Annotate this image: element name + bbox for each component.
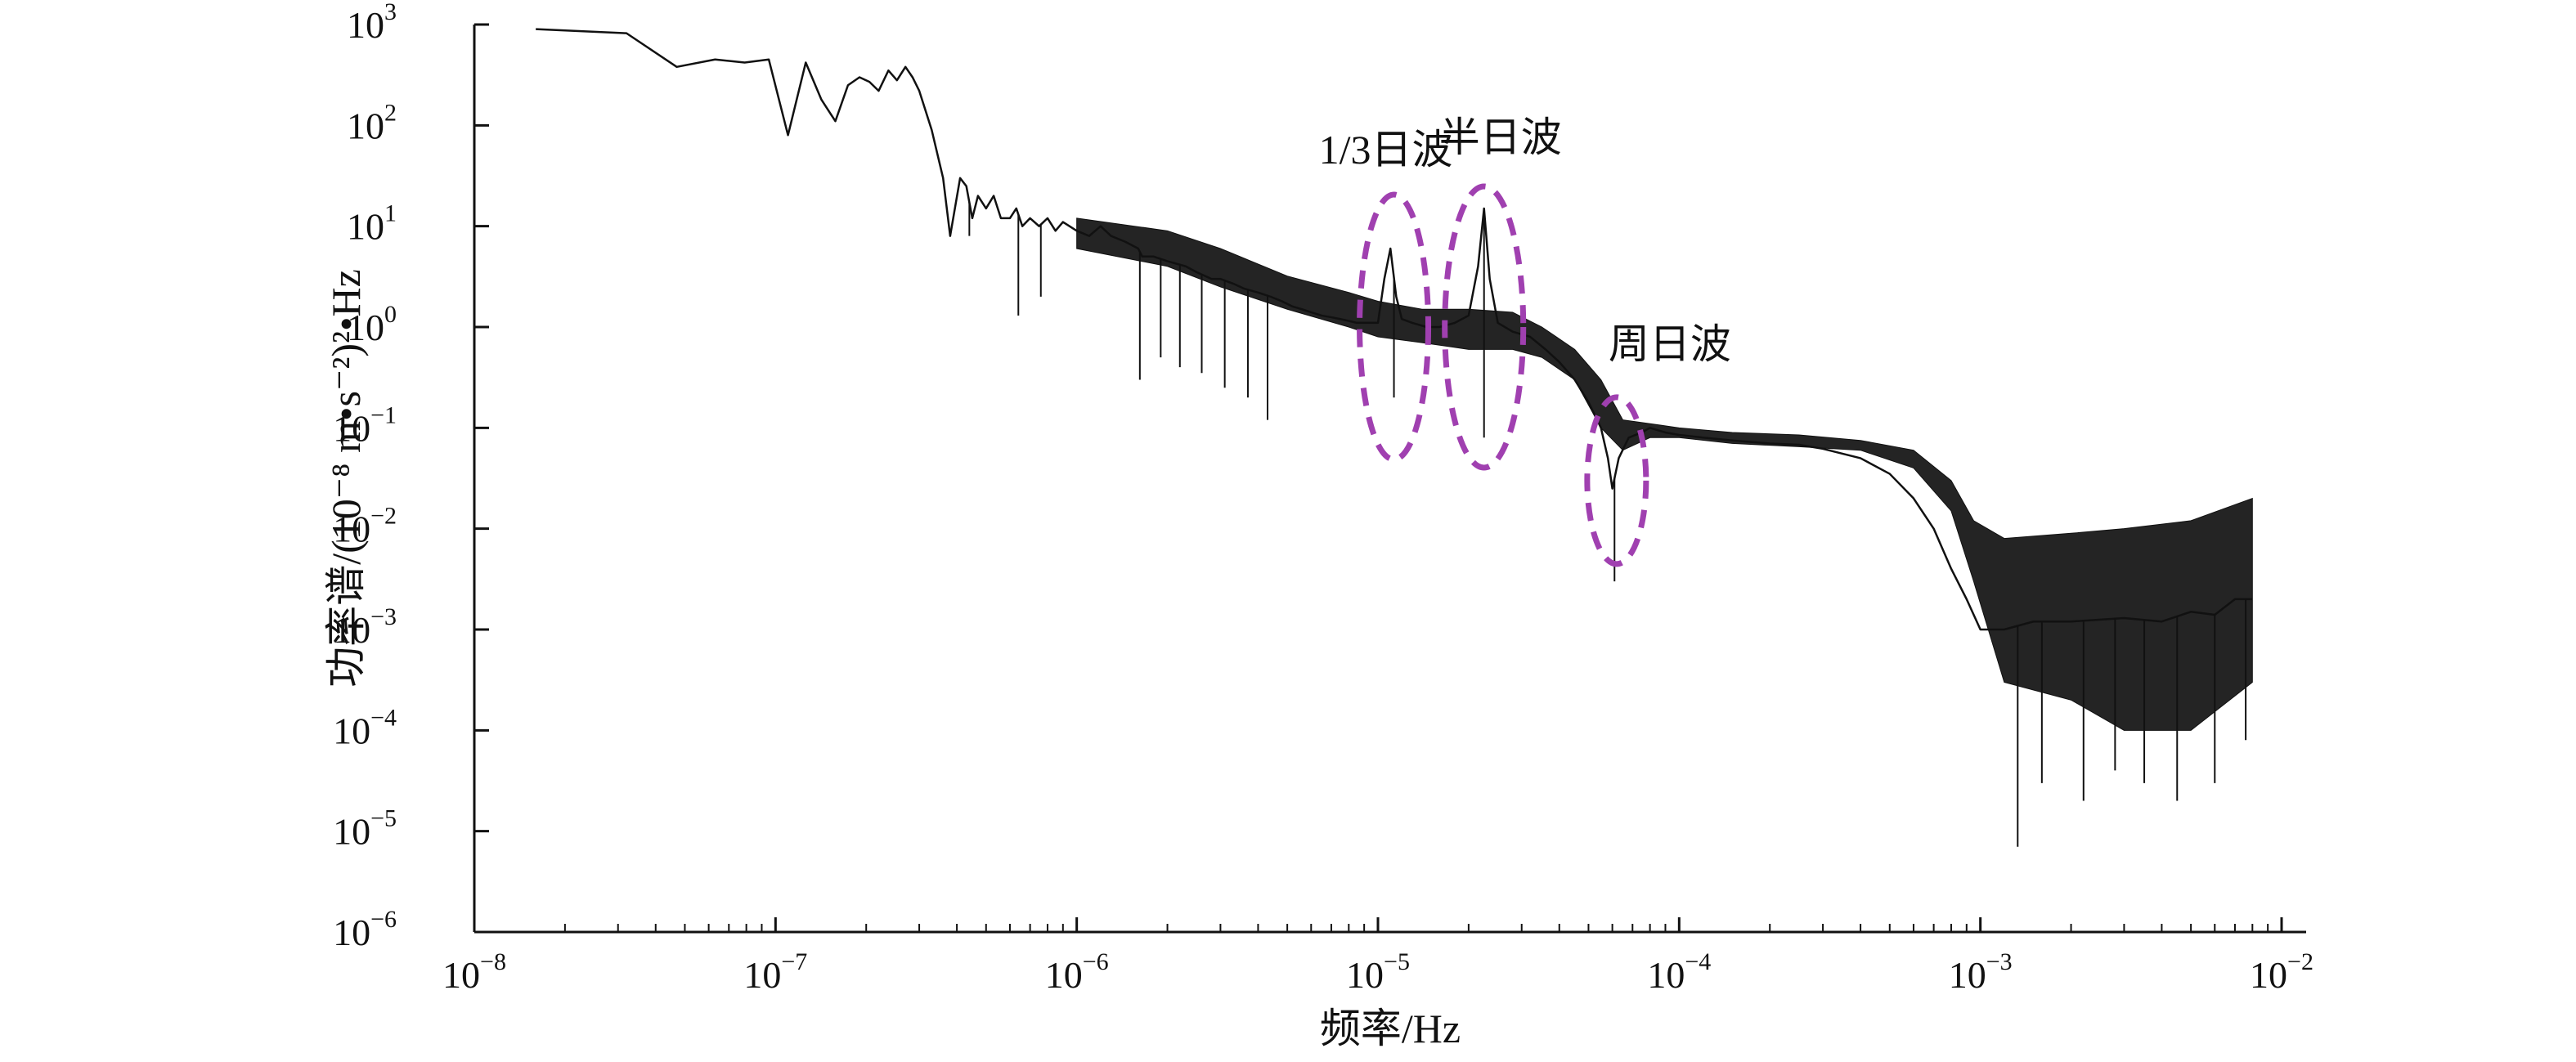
y-tick-label: 102: [347, 99, 397, 146]
y-tick-label: 10−2: [333, 503, 397, 550]
noise-band: [1076, 217, 2253, 731]
y-tick-label: 101: [347, 200, 397, 248]
y-tick-label: 10−4: [333, 704, 397, 751]
y-tick-label: 10−1: [333, 401, 397, 449]
y-tick-label: 10−3: [333, 603, 397, 651]
y-tick-label: 103: [347, 0, 397, 46]
x-tick-label: 10−8: [442, 948, 506, 996]
annotation-ellipse: [1442, 183, 1527, 471]
x-tick-label: 10−4: [1647, 948, 1711, 996]
spectrum-band: [1076, 217, 2253, 731]
annotation-ellipse: [1357, 191, 1432, 463]
x-tick-label: 10−5: [1346, 948, 1410, 996]
ticks: 10−8 10−7 10−6 10−5 10−4 10−3 10−2 10−6 10−5 10−4…: [333, 0, 2313, 996]
y-tick-label: 10−5: [333, 805, 397, 853]
y-axis-title: 功率谱/(10⁻⁸ m•s⁻²)²•Hz: [323, 269, 369, 688]
x-tick-label: 10−6: [1045, 948, 1109, 996]
y-tick-label: 100: [347, 301, 397, 348]
annotation-label: 周日波: [1609, 321, 1731, 367]
x-axis-title: 频率/Hz: [1320, 1006, 1461, 1051]
annotation-label: 半日波: [1439, 114, 1562, 160]
annotation-ellipse: [1584, 394, 1649, 567]
axes: [473, 25, 2306, 934]
spectrum-line: [536, 28, 2253, 631]
x-tick-label: 10−7: [743, 948, 807, 996]
annotation-label: 1/3日波: [1319, 127, 1453, 173]
y-tick-label: 10−6: [333, 906, 397, 953]
x-tick-label: 10−2: [2250, 948, 2313, 996]
x-tick-label: 10−3: [1949, 948, 2013, 996]
spectrum-series: [536, 28, 2253, 847]
